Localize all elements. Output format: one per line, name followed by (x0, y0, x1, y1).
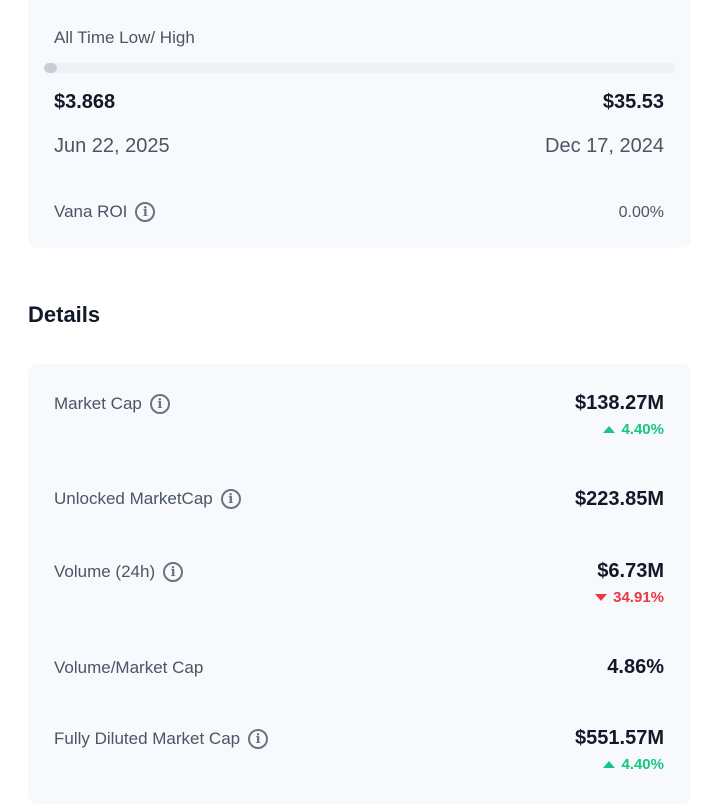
volume-24h-change: 34.91% (595, 589, 664, 606)
volume-market-cap-label: Volume/Market Cap (54, 658, 204, 677)
details-heading: Details (28, 302, 101, 327)
fdv-change-value: 4.40% (621, 756, 664, 773)
info-circle-icon[interactable]: i (220, 489, 241, 509)
roi-row: Vana ROI i (54, 202, 156, 222)
market-cap-label: Market Cap (54, 394, 142, 413)
details-card: Market Cap i $138.27M 4.40% Unlocked Mar… (28, 364, 691, 804)
volume-market-cap-value: 4.86% (607, 656, 664, 678)
roi-label: Vana ROI (54, 202, 128, 221)
fdv-value: $551.57M (575, 727, 664, 749)
triangle-down-icon (595, 594, 608, 601)
all-time-range-card: All Time Low/ High $3.868 $35.53 Jun 22,… (28, 0, 691, 248)
all-time-high-date: Dec 17, 2024 (545, 135, 664, 157)
volume-24h-label: Volume (24h) (54, 562, 156, 581)
info-circle-icon[interactable]: i (149, 394, 170, 414)
volume-market-cap-row-label: Volume/Market Cap (54, 658, 203, 678)
all-time-range-title: All Time Low/ High (54, 28, 195, 47)
all-time-low-date: Jun 22, 2025 (54, 135, 170, 157)
fdv-row-label: Fully Diluted Market Cap i (54, 729, 269, 749)
info-circle-icon[interactable]: i (248, 729, 269, 749)
volume-24h-value: $6.73M (597, 560, 664, 582)
unlocked-marketcap-label: Unlocked MarketCap (54, 489, 213, 508)
info-circle-icon[interactable]: i (163, 562, 184, 582)
triangle-up-icon (603, 761, 616, 768)
fdv-change: 4.40% (603, 756, 664, 773)
unlocked-marketcap-value: $223.85M (575, 488, 664, 510)
unlocked-marketcap-row-label: Unlocked MarketCap i (54, 489, 241, 509)
roi-value: 0.00% (618, 204, 664, 221)
market-cap-row-label: Market Cap i (54, 394, 170, 414)
range-progress-track (44, 63, 676, 73)
fdv-label: Fully Diluted Market Cap (54, 729, 241, 748)
triangle-up-icon (603, 426, 616, 433)
volume-24h-row-label: Volume (24h) i (54, 562, 184, 582)
market-cap-value: $138.27M (575, 392, 664, 414)
market-cap-change: 4.40% (603, 421, 664, 438)
range-progress-fill (44, 63, 57, 73)
volume-24h-change-value: 34.91% (613, 589, 664, 606)
info-circle-icon[interactable]: i (135, 202, 156, 222)
all-time-low-value: $3.868 (54, 91, 116, 113)
all-time-high-value: $35.53 (602, 91, 664, 113)
market-cap-change-value: 4.40% (621, 421, 664, 438)
